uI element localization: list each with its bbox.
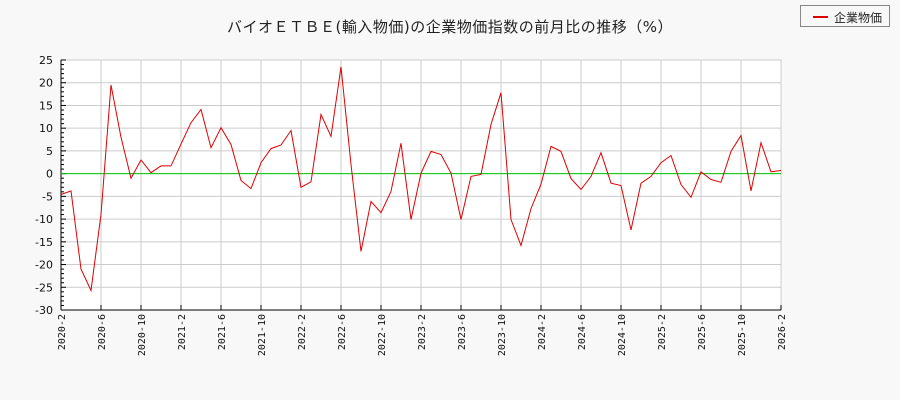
y-tick-label: 10 — [39, 122, 53, 135]
legend: 企業物価 — [800, 5, 890, 27]
x-tick-label: 2021-2 — [177, 314, 188, 350]
x-tick-label: 2022-6 — [337, 314, 348, 350]
y-tick-label: 0 — [46, 168, 53, 181]
y-tick-label: 25 — [39, 54, 53, 67]
x-tick-label: 2023-10 — [497, 314, 508, 356]
x-tick-label: 2021-6 — [217, 314, 228, 350]
x-tick-label: 2024-6 — [577, 314, 588, 350]
x-tick-label: 2023-2 — [417, 314, 428, 350]
x-tick-label: 2026-2 — [777, 314, 788, 350]
x-tick-label: 2025-6 — [697, 314, 708, 350]
legend-line-swatch-icon — [813, 16, 828, 18]
x-tick-label: 2025-2 — [657, 314, 668, 350]
y-tick-label: -10 — [35, 213, 53, 226]
x-tick-label: 2020-10 — [137, 314, 148, 356]
y-tick-label: -5 — [42, 190, 53, 203]
y-tick-label: 5 — [46, 145, 53, 158]
y-tick-label: -15 — [35, 236, 53, 249]
x-tick-label: 2024-2 — [537, 314, 548, 350]
x-tick-label: 2020-2 — [57, 314, 68, 350]
x-tick-label: 2023-6 — [457, 314, 468, 350]
x-tick-label: 2022-10 — [377, 314, 388, 356]
x-tick-label: 2020-6 — [97, 314, 108, 350]
x-tick-label: 2025-10 — [737, 314, 748, 356]
y-tick-label: -25 — [35, 281, 53, 294]
y-tick-label: -20 — [35, 259, 53, 272]
x-tick-label: 2024-10 — [617, 314, 628, 356]
y-tick-label: 20 — [39, 77, 53, 90]
series-line — [60, 66, 782, 293]
chart-title: バイオＥＴＢＥ(輸入物価)の企業物価指数の前月比の推移（%） — [227, 18, 673, 36]
y-tick-label: 15 — [39, 99, 53, 112]
y-tick-label: -30 — [35, 304, 53, 317]
x-tick-label: 2021-10 — [257, 314, 268, 356]
x-tick-label: 2022-2 — [297, 314, 308, 350]
legend-label: 企業物価 — [834, 11, 883, 25]
